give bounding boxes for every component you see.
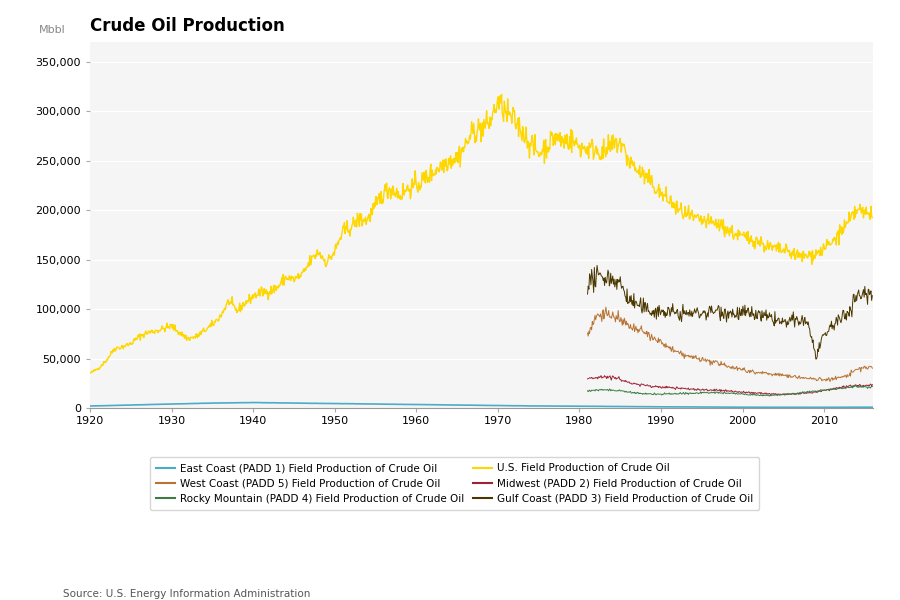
Text: Mbbl: Mbbl — [39, 25, 66, 35]
Text: Source: U.S. Energy Information Administration: Source: U.S. Energy Information Administ… — [63, 589, 310, 599]
Legend: East Coast (PADD 1) Field Production of Crude Oil, West Coast (PADD 5) Field Pro: East Coast (PADD 1) Field Production of … — [150, 457, 760, 510]
Text: Crude Oil Production: Crude Oil Production — [90, 17, 284, 35]
